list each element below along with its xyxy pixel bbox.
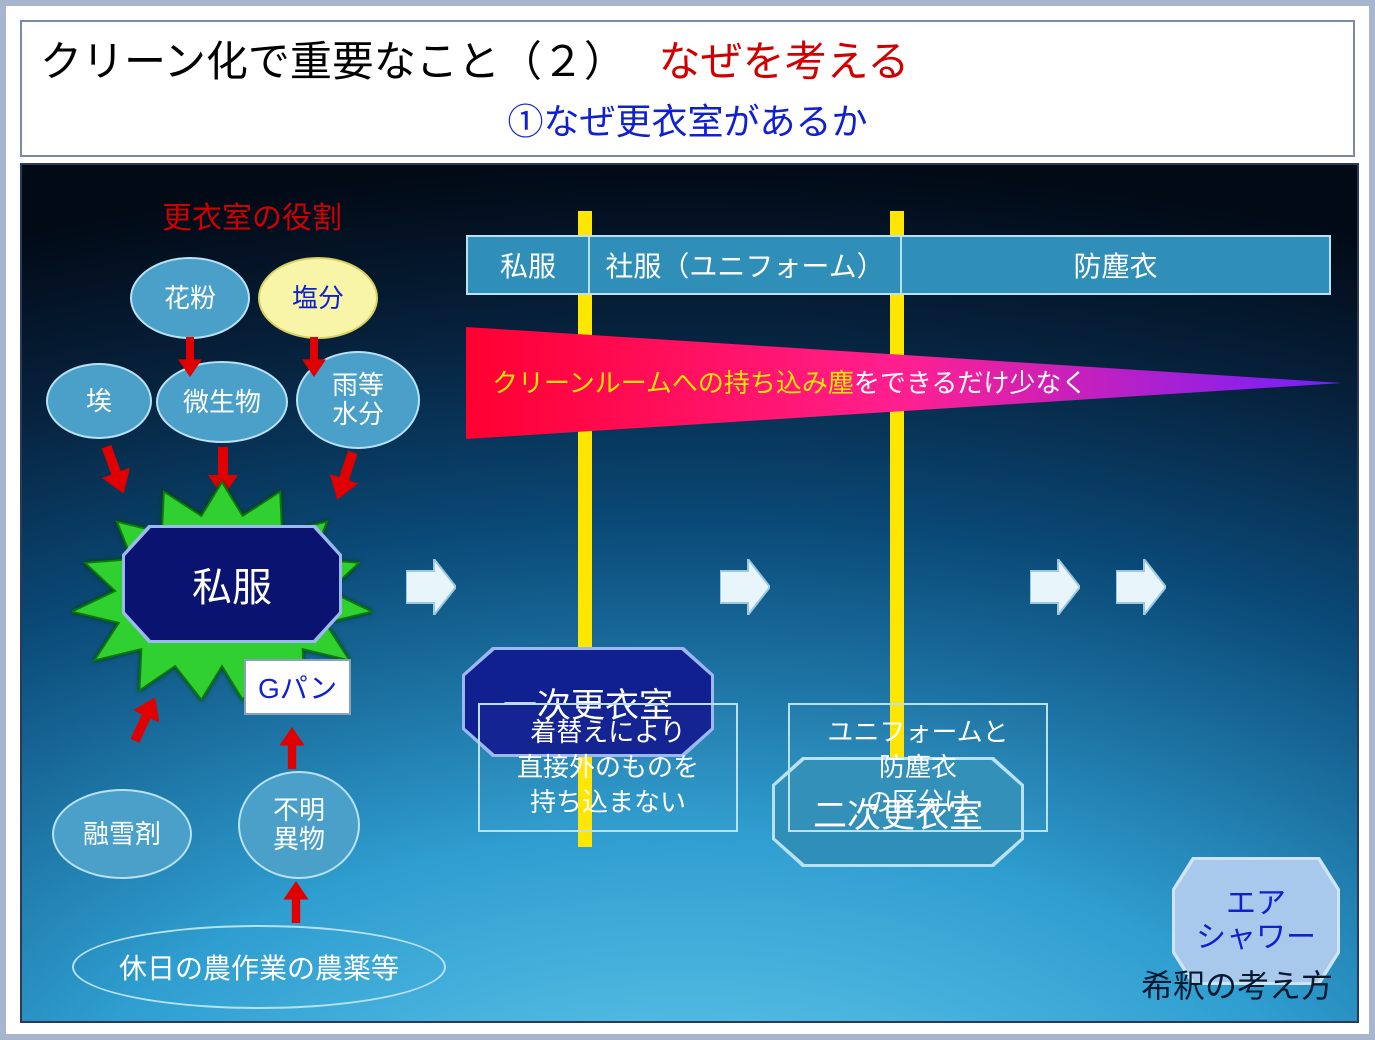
- red-arrow-8: [282, 881, 310, 923]
- flow-arrow-1: [406, 559, 456, 615]
- node-private-clothes: 私服: [122, 525, 342, 643]
- bubble-unknown: 不明異物: [238, 771, 360, 879]
- bubble-rain-label: 雨等水分: [332, 371, 384, 428]
- title-line-2: ①なぜ更衣室があるか: [40, 93, 1335, 145]
- diagram-stage: 更衣室の役割 私服 社服（ユニフォーム） 防塵衣: [20, 163, 1359, 1023]
- title-red: なぜを考える: [659, 38, 910, 85]
- triangle-text-yellow: クリーンルームへの持ち込み塵: [492, 368, 854, 398]
- ellipse-pesticide: 休日の農作業の農薬等: [72, 925, 446, 1009]
- title-black: クリーン化で重要なこと（２）: [40, 38, 647, 85]
- gpan-box: Gパン: [244, 659, 351, 715]
- flow-arrow-4: [1116, 559, 1166, 615]
- bubble-snowmelt: 融雪剤: [52, 789, 192, 879]
- hdr-private: 私服: [468, 237, 590, 293]
- bubble-dust: 埃: [46, 363, 152, 439]
- flow-arrow-3: [1030, 559, 1080, 615]
- footer-note: 希釈の考え方: [1141, 961, 1333, 1007]
- bubble-unknown-label: 不明異物: [273, 796, 325, 853]
- title-line-1: クリーン化で重要なこと（２） なぜを考える: [40, 28, 1335, 89]
- hdr-dustproof: 防塵衣: [902, 237, 1329, 293]
- bubble-pollen: 花粉: [130, 257, 250, 339]
- role-title: 更衣室の役割: [162, 193, 342, 237]
- red-arrow-7: [278, 727, 306, 769]
- note-room1: 着替えにより 直接外のものを 持ち込まない: [478, 703, 738, 832]
- outer-frame: クリーン化で重要なこと（２） なぜを考える ①なぜ更衣室があるか 更衣室の役割 …: [0, 0, 1375, 1040]
- triangle-text: クリーンルームへの持ち込み塵をできるだけ少なく: [492, 363, 1087, 400]
- red-arrow-1: [176, 337, 204, 377]
- clothing-headers: 私服 社服（ユニフォーム） 防塵衣: [466, 235, 1331, 295]
- air-shower-label: エアシャワー: [1196, 887, 1316, 956]
- bubble-salt: 塩分: [258, 257, 378, 339]
- note-room2: ユニフォームと 防塵衣 の区分け: [788, 703, 1048, 832]
- flow-arrow-2: [720, 559, 770, 615]
- title-box: クリーン化で重要なこと（２） なぜを考える ①なぜ更衣室があるか: [20, 20, 1355, 157]
- red-arrow-2: [300, 337, 328, 377]
- triangle-text-white: をできるだけ少なく: [854, 368, 1087, 398]
- hdr-uniform: 社服（ユニフォーム）: [590, 237, 902, 293]
